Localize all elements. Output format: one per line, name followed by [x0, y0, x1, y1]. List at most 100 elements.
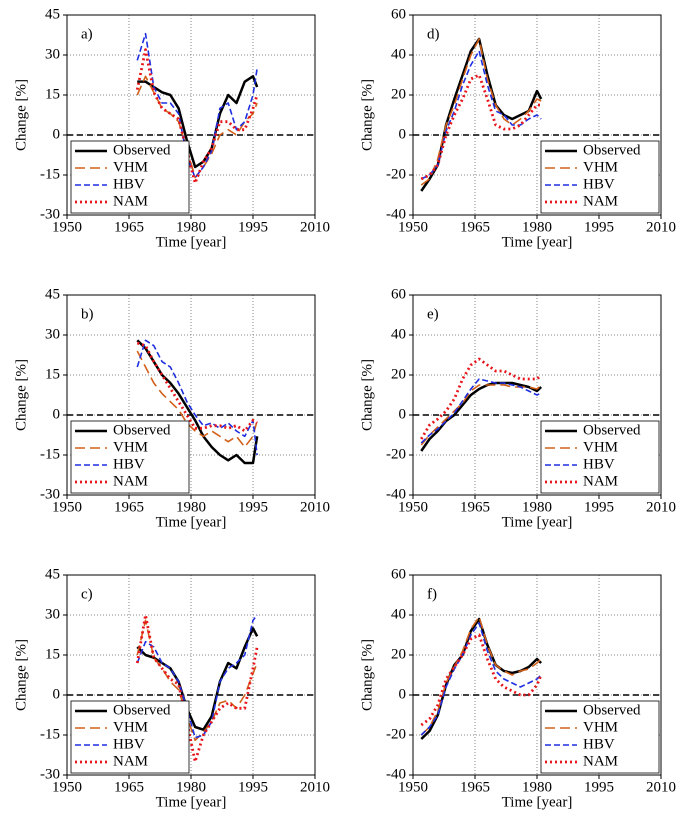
x-tick-label: 1965 — [460, 779, 490, 795]
series-line — [136, 341, 258, 433]
plot-frame — [412, 294, 662, 496]
panel: -30 -15 0 15 30 45 1950 1965 1980 1995 2010 b) Time … — [13, 286, 330, 530]
legend-label: NAM — [583, 193, 618, 209]
panel: -40 -20 0 20 40 60 1950 1965 1980 1995 2010 e) Time … — [359, 286, 676, 530]
panel-label: b) — [81, 306, 94, 322]
legend-label: Observed — [113, 142, 171, 158]
y-tick-label: -40 — [386, 206, 406, 222]
y-tick-label: -30 — [40, 766, 60, 782]
x-tick-label: 1950 — [398, 779, 428, 795]
y-axis-label: Change [%] — [359, 79, 375, 151]
y-tick-label: 15 — [45, 646, 60, 662]
series-line — [135, 613, 259, 764]
y-tick-label: 30 — [45, 326, 60, 342]
y-tick-label: -40 — [386, 486, 406, 502]
x-axis-label: Time [year] — [156, 234, 227, 250]
legend-label: NAM — [113, 473, 148, 489]
x-tick-label: 1995 — [584, 219, 614, 235]
panel: -30 -15 0 15 30 45 1950 1965 1980 1995 2010 c) Time … — [13, 566, 330, 810]
x-tick-label: 2010 — [300, 779, 330, 795]
x-tick-label: 2010 — [300, 499, 330, 515]
series-line — [420, 617, 543, 740]
panel-label: a) — [81, 26, 93, 42]
y-tick-label: -40 — [386, 766, 406, 782]
y-tick-label: -15 — [40, 726, 60, 742]
legend-label: VHM — [113, 159, 148, 175]
plot-frame — [66, 574, 316, 776]
series-line — [420, 622, 542, 736]
y-axis-label: Change [%] — [359, 639, 375, 711]
y-tick-label: 0 — [399, 406, 407, 422]
series-line — [137, 75, 259, 169]
plot-frame — [66, 294, 316, 496]
panel: -40 -20 0 20 40 60 1950 1965 1980 1995 2010 d) Time … — [359, 6, 676, 250]
y-tick-label: -20 — [386, 446, 406, 462]
series-line — [136, 614, 258, 739]
series-line — [136, 339, 259, 465]
legend-label: VHM — [583, 159, 618, 175]
y-tick-label: -15 — [40, 166, 60, 182]
y-tick-label: 60 — [391, 6, 406, 22]
x-tick-label: 1980 — [522, 779, 552, 795]
legend-label: NAM — [583, 473, 618, 489]
panel: -40 -20 0 20 40 60 1950 1965 1980 1995 2010 f) Time … — [359, 566, 676, 810]
y-tick-label: -30 — [40, 486, 60, 502]
panel-label: e) — [427, 306, 439, 322]
y-axis-label: Change [%] — [359, 359, 375, 431]
series-line — [420, 633, 543, 727]
x-tick-label: 1950 — [52, 779, 82, 795]
series-line — [136, 32, 258, 179]
y-tick-label: 60 — [391, 286, 406, 302]
x-tick-label: 1965 — [114, 219, 144, 235]
legend-label: Observed — [583, 142, 641, 158]
x-tick-label: 1950 — [52, 219, 82, 235]
y-tick-label: 0 — [399, 686, 407, 702]
legend-label: Observed — [583, 422, 641, 438]
x-tick-label: 1950 — [52, 499, 82, 515]
x-tick-label: 1980 — [176, 779, 206, 795]
y-axis-label: Change [%] — [13, 79, 29, 151]
legend-label: HBV — [113, 456, 145, 472]
panel: -30 -15 0 15 30 45 1950 1965 1980 1995 2010 a) Time … — [13, 6, 330, 250]
legend-label: VHM — [583, 439, 618, 455]
x-tick-label: 1995 — [238, 779, 268, 795]
y-tick-label: -20 — [386, 166, 406, 182]
x-tick-label: 2010 — [300, 219, 330, 235]
y-axis-label: Change [%] — [13, 359, 29, 431]
y-tick-label: 40 — [391, 606, 406, 622]
x-tick-label: 1980 — [176, 219, 206, 235]
legend-label: Observed — [583, 702, 641, 718]
legend-label: VHM — [113, 719, 148, 735]
y-tick-label: 40 — [391, 46, 406, 62]
y-tick-label: 45 — [45, 6, 60, 22]
legend-label: HBV — [583, 736, 615, 752]
y-axis-label: Change [%] — [13, 639, 29, 711]
x-axis-label: Time [year] — [502, 794, 573, 810]
x-tick-label: 1965 — [114, 779, 144, 795]
legend-label: HBV — [583, 456, 615, 472]
legend-label: HBV — [113, 736, 145, 752]
y-tick-label: 20 — [391, 86, 406, 102]
plot-frame — [412, 574, 662, 776]
plot-frame — [66, 14, 316, 216]
panel-label: c) — [81, 586, 93, 602]
x-axis-label: Time [year] — [156, 514, 227, 530]
y-tick-label: 0 — [53, 126, 61, 142]
plot-frame — [412, 14, 662, 216]
series-line — [420, 73, 542, 181]
y-tick-label: 0 — [53, 686, 61, 702]
x-tick-label: 2010 — [646, 779, 676, 795]
y-tick-label: -15 — [40, 446, 60, 462]
legend-label: NAM — [583, 753, 618, 769]
x-tick-label: 2010 — [646, 219, 676, 235]
legend-label: Observed — [113, 422, 171, 438]
x-tick-label: 1980 — [522, 499, 552, 515]
x-tick-label: 1965 — [460, 219, 490, 235]
x-axis-label: Time [year] — [156, 794, 227, 810]
series-line — [420, 357, 543, 440]
series-line — [420, 38, 542, 186]
